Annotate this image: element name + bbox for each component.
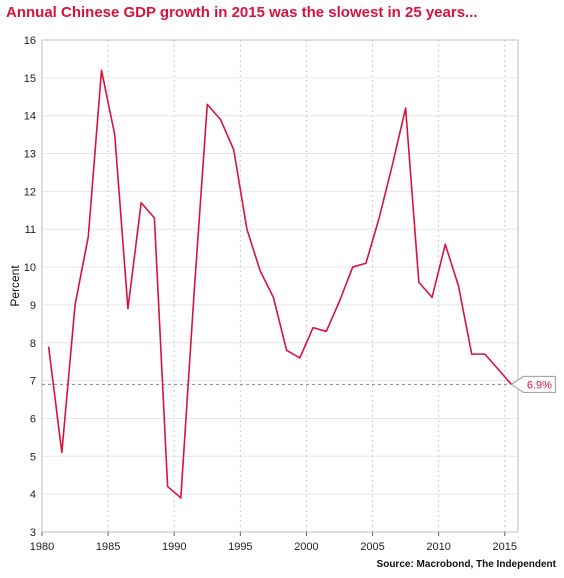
data-point [61, 451, 63, 453]
x-tick-label: 1990 [162, 541, 186, 553]
annotation-label: 6.9% [527, 379, 552, 391]
y-tick-label: 14 [24, 111, 36, 123]
x-tick-label: 2010 [426, 541, 450, 553]
data-point [404, 107, 406, 109]
y-tick-label: 5 [30, 451, 36, 463]
y-tick-label: 11 [25, 224, 36, 236]
y-axis-ticks: 3 4 5 6 7 8 9 10 11 12 13 14 15 16 [24, 35, 36, 539]
data-point [180, 497, 182, 499]
chart-title: Annual Chinese GDP growth in 2015 was th… [6, 4, 478, 21]
source-note: Source: Macrobond, The Independent [376, 559, 556, 570]
data-point [74, 304, 76, 306]
data-point [418, 281, 420, 283]
y-tick-label: 4 [30, 489, 36, 501]
data-point [166, 485, 168, 487]
y-tick-label: 7 [30, 376, 36, 388]
data-point [47, 345, 49, 347]
x-tick-label: 2015 [493, 541, 517, 553]
y-tick-label: 12 [24, 186, 36, 198]
data-point [127, 308, 129, 310]
data-point [193, 292, 195, 294]
data-point [444, 243, 446, 245]
annotation-callout [510, 375, 556, 393]
data-point [285, 349, 287, 351]
data-point [87, 236, 89, 238]
data-point [378, 217, 380, 219]
data-point [365, 262, 367, 264]
data-point [153, 217, 155, 219]
data-point [272, 296, 274, 298]
data-point [484, 353, 486, 355]
annotation-group: 6.9% [510, 375, 556, 393]
data-point [219, 118, 221, 120]
data-point [246, 228, 248, 230]
grid-lines [41, 39, 518, 533]
data-point [471, 353, 473, 355]
series-line [47, 69, 512, 499]
x-tick-label: 1995 [228, 541, 252, 553]
data-point [352, 266, 354, 268]
data-point [140, 202, 142, 204]
y-tick-label: 16 [24, 35, 36, 47]
y-tick-label: 10 [24, 262, 36, 274]
x-tick-label: 2000 [294, 541, 318, 553]
y-axis-label: Percent [8, 265, 22, 307]
series-group [47, 69, 512, 499]
data-point [497, 368, 499, 370]
data-point [338, 300, 340, 302]
x-axis-ticks: 1980 1985 1990 1995 2000 2005 2010 2015 [30, 532, 517, 553]
x-tick-label: 1980 [30, 541, 54, 553]
y-tick-label: 15 [24, 73, 36, 85]
y-tick-label: 8 [30, 338, 36, 350]
data-point [431, 296, 433, 298]
x-tick-label: 2005 [360, 541, 384, 553]
data-point [312, 326, 314, 328]
data-point [391, 164, 393, 166]
x-tick-label: 1985 [96, 541, 120, 553]
y-tick-label: 3 [30, 527, 36, 539]
data-point [457, 285, 459, 287]
data-point [299, 357, 301, 359]
data-point [233, 149, 235, 151]
data-point [206, 103, 208, 105]
y-tick-label: 9 [30, 300, 36, 312]
y-tick-label: 6 [30, 413, 36, 425]
plot-frame [41, 39, 519, 533]
data-point [259, 270, 261, 272]
y-tick-label: 13 [24, 149, 36, 161]
data-point [114, 133, 116, 135]
data-point [100, 69, 102, 71]
data-point [325, 330, 327, 332]
